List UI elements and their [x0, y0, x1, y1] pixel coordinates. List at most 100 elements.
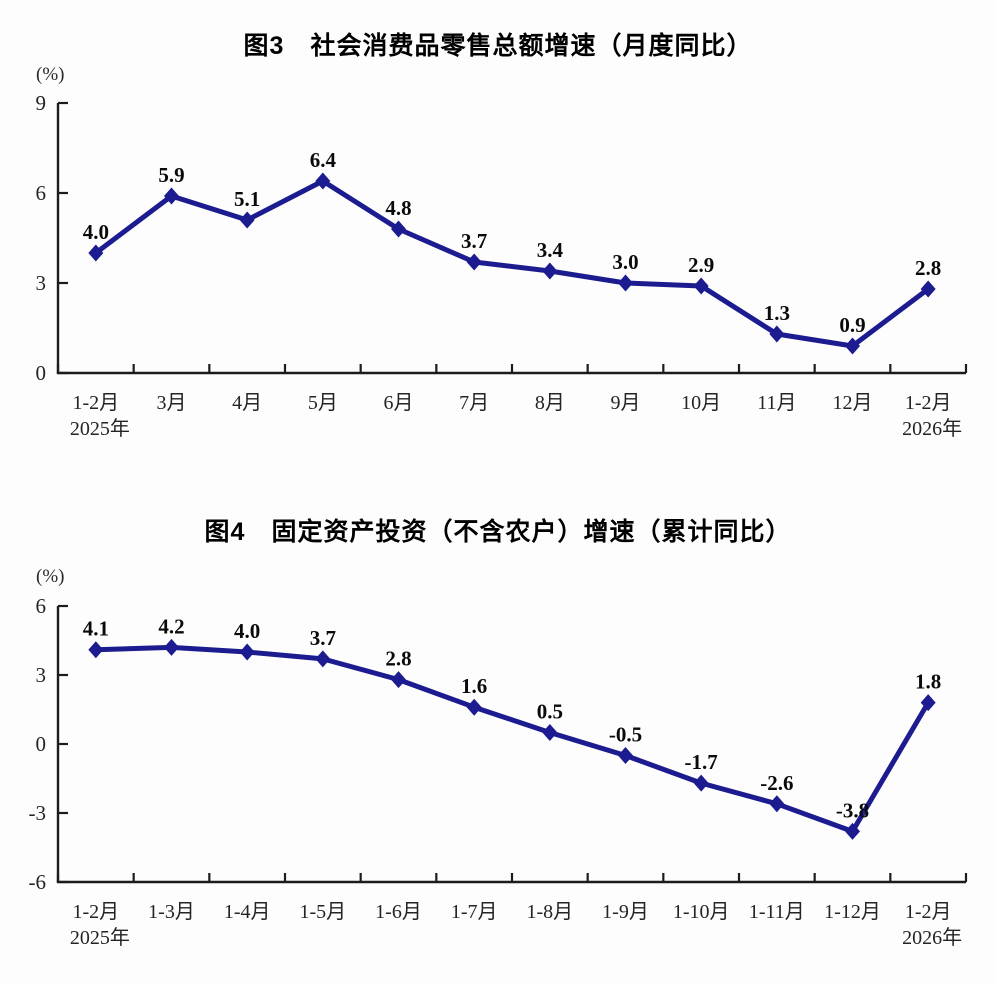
x-tick-sublabel: 2026年	[902, 417, 962, 440]
data-point-marker	[391, 220, 406, 238]
x-tick-label: 6月	[384, 392, 414, 414]
x-tick-label: 1-2月	[905, 901, 952, 923]
chart4-title: 图4 固定资产投资（不含农户）增速（累计同比）	[204, 518, 792, 546]
x-tick-sublabel: 2025年	[70, 417, 130, 440]
value-label: 3.0	[612, 250, 638, 274]
y-tick-label: 6	[36, 594, 47, 618]
data-point-marker	[315, 650, 331, 668]
x-axis-ticks	[56, 873, 968, 882]
data-point-marker	[466, 253, 482, 271]
value-label: 0.5	[537, 700, 563, 724]
chart-figure-3: 图3 社会消费品零售总额增速（月度同比） (%) 0 3 6 9 1-2月 2025年 3月…	[0, 0, 996, 470]
data-point-marker	[164, 187, 179, 205]
value-label: 5.1	[234, 187, 260, 211]
value-label: 0.9	[839, 313, 865, 337]
y-tick-label: 6	[36, 181, 47, 205]
data-point-marker	[466, 698, 482, 716]
y-tick-label: 9	[36, 91, 47, 115]
x-tick-label: 1-9月	[602, 901, 649, 923]
value-labels: 4.0 5.9 5.1 6.4 4.8 3.7 3.4 3.0 2.9 1.3 0.9 2.8	[83, 148, 942, 337]
x-tick-label: 1-7月	[451, 901, 498, 923]
value-label: 4.8	[385, 196, 411, 220]
chart3-unit-label: (%)	[36, 64, 65, 85]
x-tick-label: 1-5月	[299, 901, 346, 923]
data-point-marker	[618, 274, 633, 292]
x-tick-label: 1-11月	[749, 901, 805, 923]
x-tick-sublabel: 2026年	[902, 926, 962, 949]
value-label: 3.4	[537, 238, 564, 262]
value-label: 6.4	[310, 148, 337, 172]
y-tick-label: -3	[29, 801, 47, 825]
value-label: 3.7	[461, 229, 487, 253]
value-label: 2.9	[688, 253, 714, 277]
value-label: 3.7	[310, 626, 336, 650]
value-label: 4.2	[158, 614, 184, 638]
data-point-marker	[618, 747, 633, 764]
data-point-marker	[693, 774, 709, 792]
value-label: 2.8	[385, 647, 411, 671]
data-points	[88, 172, 936, 355]
x-tick-label: 1-10月	[673, 901, 730, 923]
x-tick-label: 1-2月	[72, 901, 119, 923]
x-tick-label: 9月	[611, 392, 641, 414]
x-tick-label: 4月	[232, 392, 262, 414]
x-tick-label: 10月	[681, 392, 721, 414]
y-tick-label: -6	[29, 870, 47, 894]
chart-figure-4: 图4 固定资产投资（不含农户）增速（累计同比） (%) -6 -3 0 3 6 1-2月 2…	[0, 492, 996, 984]
x-tick-label: 1-12月	[824, 901, 881, 923]
x-tick-label: 1-6月	[375, 901, 422, 923]
y-tick-label: 3	[36, 663, 47, 687]
data-point-marker	[920, 694, 936, 712]
x-tick-label: 12月	[833, 392, 873, 414]
x-tick-label: 7月	[459, 392, 489, 414]
y-axis-ticks: -6 -3 0 3 6	[29, 594, 68, 894]
data-line	[93, 644, 931, 834]
data-point-marker	[769, 795, 785, 813]
value-label: 1.3	[764, 301, 790, 325]
value-label: -1.7	[685, 750, 718, 774]
y-tick-label: 0	[36, 732, 47, 756]
chart4-unit-label: (%)	[36, 566, 65, 587]
data-point-marker	[88, 641, 104, 659]
data-point-marker	[88, 244, 104, 262]
y-tick-label: 0	[36, 361, 47, 385]
value-label: -3.8	[836, 798, 869, 822]
x-tick-label: 11月	[757, 392, 796, 414]
value-label: 1.6	[461, 674, 487, 698]
x-axis-ticks	[56, 364, 968, 373]
data-point-marker	[164, 638, 179, 656]
value-label: -0.5	[609, 723, 642, 747]
x-tick-labels: 1-2月 2025年 3月 4月 5月 6月 7月 8月 9月 10月 11月 12月 1-2月 2026…	[70, 392, 962, 440]
x-tick-label: 5月	[308, 392, 338, 414]
data-point-marker	[693, 277, 709, 295]
value-label: 5.9	[158, 163, 184, 187]
x-tick-label: 1-4月	[224, 901, 271, 923]
x-tick-label: 1-2月	[905, 392, 952, 414]
data-line	[93, 178, 931, 349]
data-point-marker	[845, 337, 860, 355]
value-label: 4.0	[83, 220, 109, 244]
data-point-marker	[391, 671, 406, 689]
axes	[56, 103, 966, 375]
value-label: 4.1	[83, 617, 109, 641]
x-tick-labels: 1-2月 2025年 1-3月 1-4月 1-5月 1-6月 1-7月 1-8月 1-9月 1-1…	[70, 901, 962, 949]
data-point-marker	[542, 262, 558, 280]
data-point-marker	[239, 211, 255, 229]
x-tick-sublabel: 2025年	[70, 926, 130, 949]
x-tick-label: 3月	[157, 392, 187, 414]
value-label: 1.8	[915, 670, 941, 694]
data-points	[88, 638, 936, 840]
y-tick-label: 3	[36, 271, 47, 295]
data-point-marker	[920, 280, 936, 298]
x-tick-label: 1-3月	[148, 901, 195, 923]
y-axis-ticks: 0 3 6 9	[36, 91, 68, 385]
data-point-marker	[239, 643, 255, 661]
value-label: 4.0	[234, 619, 260, 643]
data-point-marker	[845, 822, 860, 840]
x-tick-label: 1-2月	[72, 392, 119, 414]
x-tick-label: 1-8月	[526, 901, 573, 923]
value-label: -2.6	[760, 771, 793, 795]
chart3-title: 图3 社会消费品零售总额增速（月度同比）	[243, 32, 753, 60]
